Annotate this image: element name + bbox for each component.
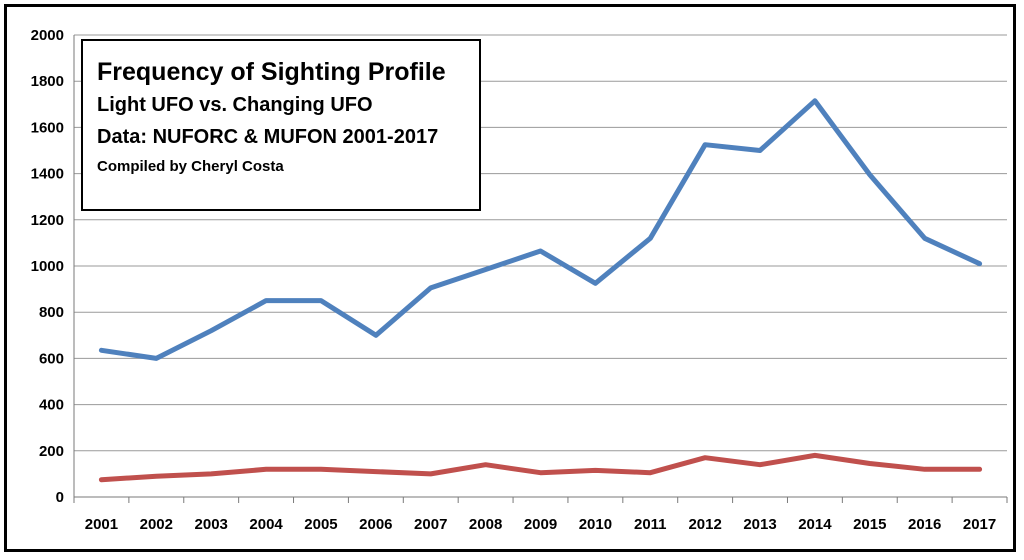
x-tick-label: 2007 (414, 516, 447, 533)
x-tick-label: 2006 (359, 516, 392, 533)
x-tick-label: 2001 (85, 516, 118, 533)
y-tick-label: 1000 (31, 258, 64, 275)
x-tick-label: 2002 (140, 516, 173, 533)
x-tick-label: 2012 (688, 516, 721, 533)
x-tick-label: 2015 (853, 516, 886, 533)
chart-subtitle-1: Light UFO vs. Changing UFO (97, 94, 373, 116)
chart-title-box: Frequency of Sighting Profile Light UFO … (81, 39, 481, 211)
series-line-2 (98, 452, 983, 483)
x-tick-label: 2017 (963, 516, 996, 533)
y-tick-label: 800 (39, 304, 64, 321)
x-tick-label: 2008 (469, 516, 502, 533)
x-tick-label: 2009 (524, 516, 557, 533)
x-tick-label: 2010 (579, 516, 612, 533)
y-tick-label: 1200 (31, 212, 64, 229)
chart-credit: Compiled by Cheryl Costa (97, 158, 284, 175)
chart-title: Frequency of Sighting Profile (97, 58, 446, 86)
y-tick-label: 2000 (31, 27, 64, 44)
x-tick-label: 2011 (634, 516, 667, 533)
chart-subtitle-2: Data: NUFORC & MUFON 2001-2017 (97, 126, 439, 148)
y-tick-label: 400 (39, 397, 64, 414)
x-axis-tick-labels: 2001 2002 2003 2004 2005 2006 2007 2008 2009 2010… (85, 516, 996, 533)
series-line-1 (98, 98, 983, 361)
y-tick-label: 200 (39, 443, 64, 460)
y-tick-label: 0 (56, 489, 64, 506)
gridlines (73, 34, 1008, 503)
x-tick-label: 2013 (743, 516, 776, 533)
y-tick-label: 600 (39, 350, 64, 367)
y-tick-label: 1600 (31, 119, 64, 136)
y-axis-tick-labels: 0 200 400 600 800 1000 1200 1400 1600 1800 2000 (31, 27, 64, 506)
series-lines (98, 98, 983, 483)
x-tick-label: 2016 (908, 516, 941, 533)
x-tick-label: 2014 (798, 516, 832, 533)
y-tick-label: 1800 (31, 73, 64, 90)
x-tick-label: 2004 (249, 516, 283, 533)
x-tick-label: 2005 (304, 516, 337, 533)
chart-frame: 0 200 400 600 800 1000 1200 1400 1600 1800 2000 20… (4, 4, 1016, 552)
x-tick-label: 2003 (195, 516, 228, 533)
y-tick-label: 1400 (31, 166, 64, 183)
line-chart: 0 200 400 600 800 1000 1200 1400 1600 1800 2000 20… (31, 27, 1008, 533)
